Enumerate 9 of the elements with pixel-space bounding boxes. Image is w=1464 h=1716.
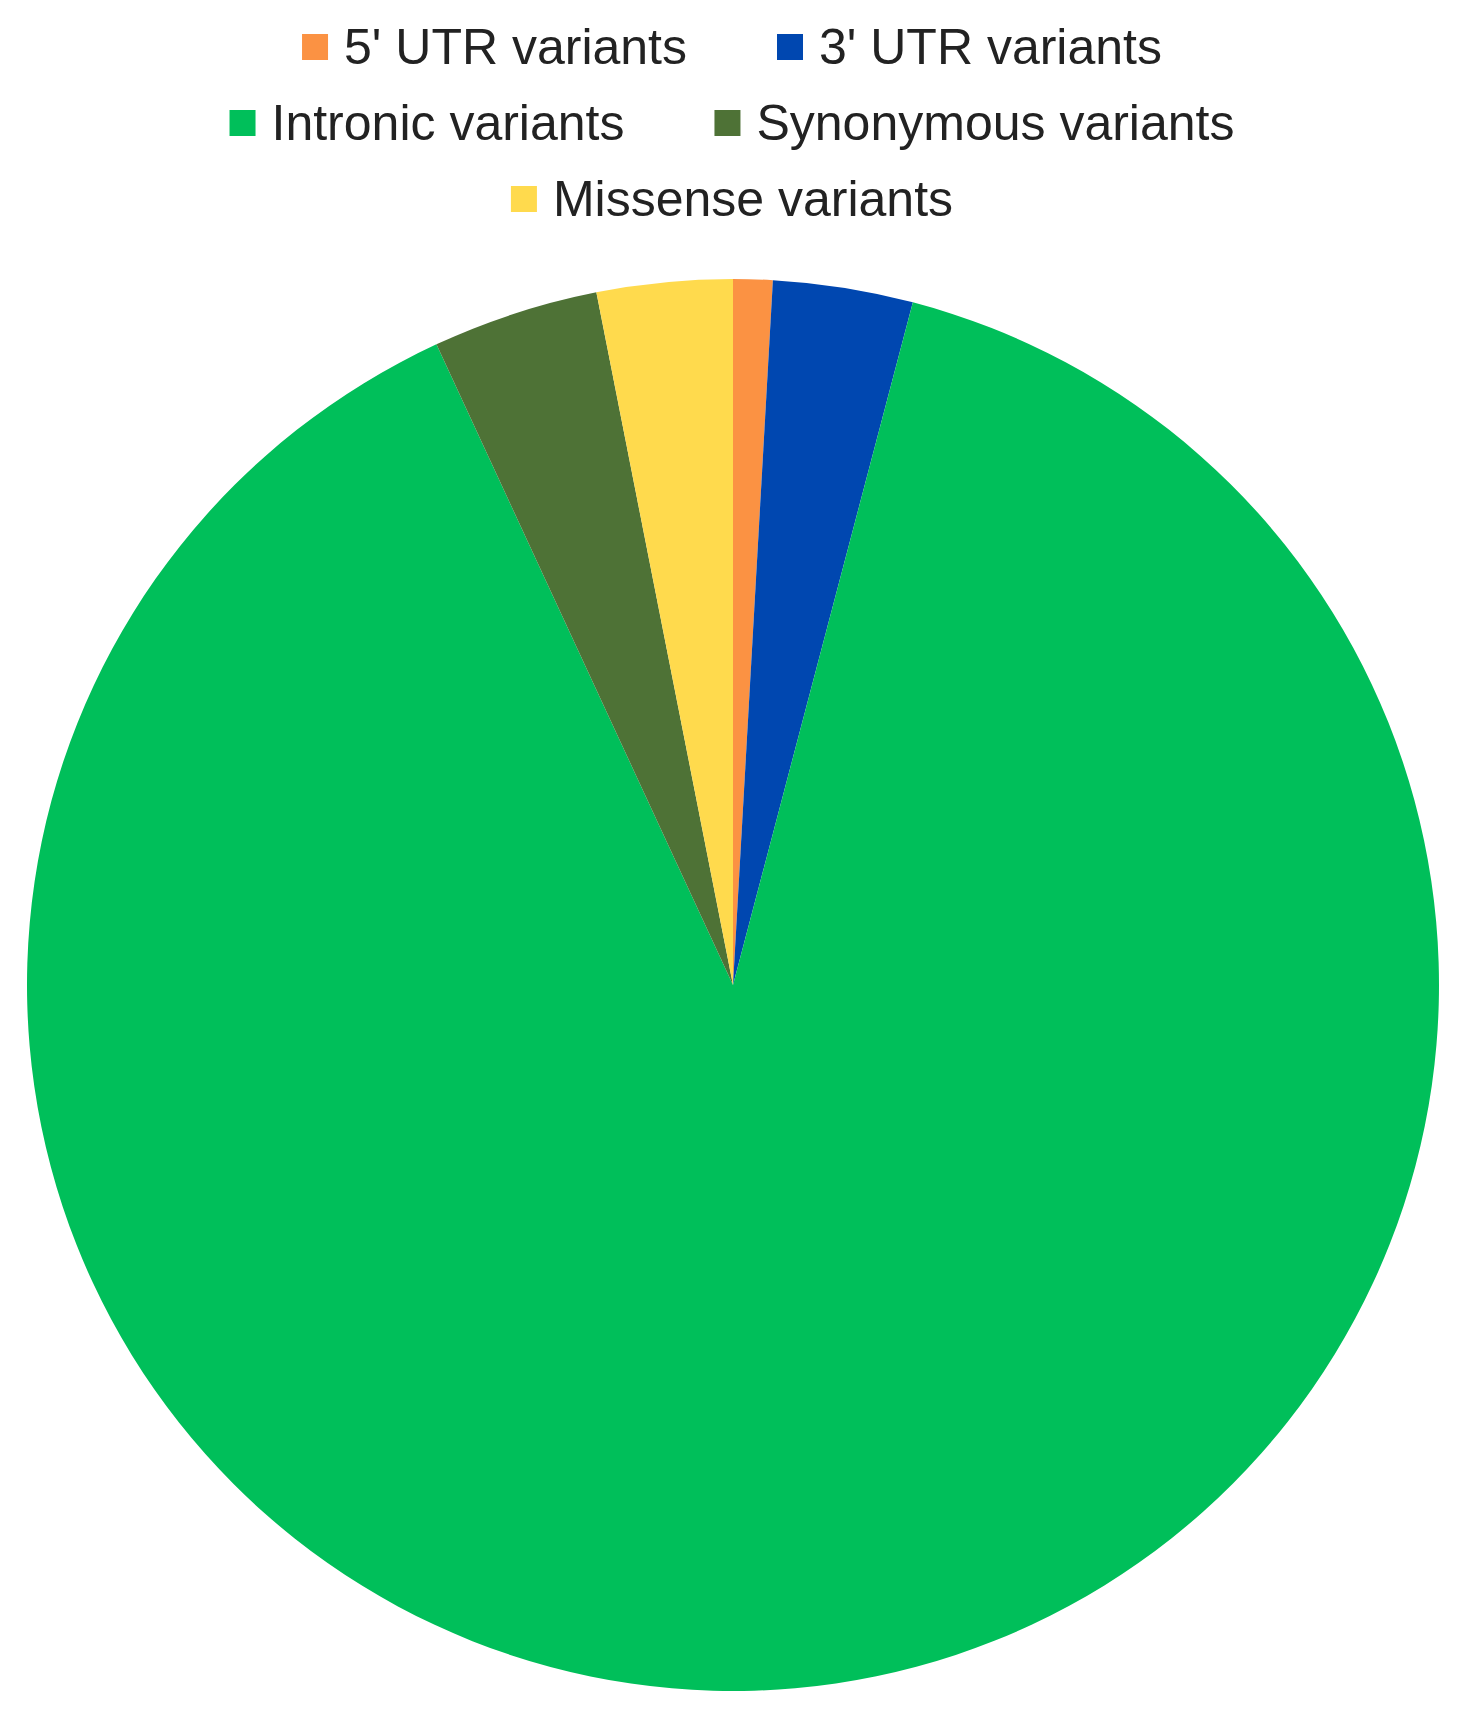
pie-slice (596, 279, 733, 985)
legend-label: 3' UTR variants (819, 19, 1162, 75)
pie-slice (436, 292, 733, 985)
legend-label: Intronic variants (271, 95, 625, 151)
pie-slice (733, 280, 913, 985)
legend-label: 5' UTR variants (344, 19, 687, 75)
legend-label: Synonymous variants (756, 95, 1235, 151)
pie-slice (27, 302, 1439, 1691)
legend-label: Missense variants (552, 171, 954, 227)
